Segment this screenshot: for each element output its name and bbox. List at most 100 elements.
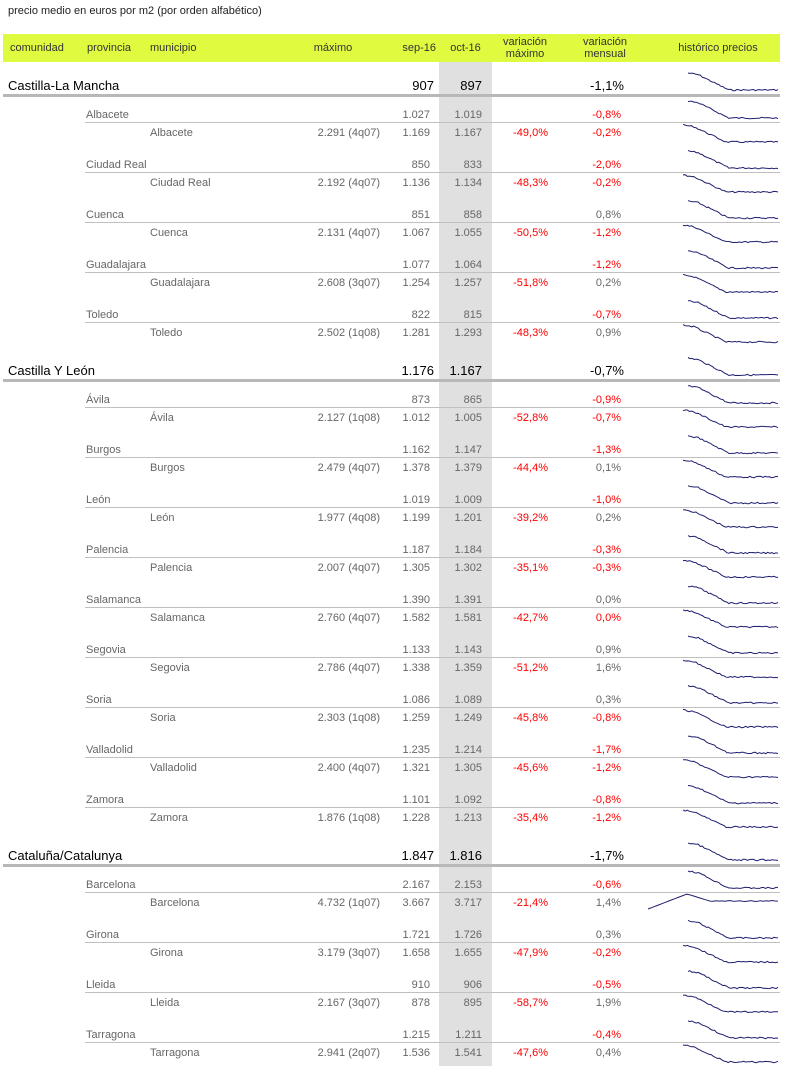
province-row: Barcelona 2.167 2.153 -0,6% bbox=[0, 867, 800, 893]
province-row: Ciudad Real 850 833 -2,0% bbox=[0, 147, 800, 173]
province-sep: 1.133 bbox=[402, 644, 430, 656]
province-mensual: 0,9% bbox=[595, 644, 621, 656]
province-name: León bbox=[86, 494, 111, 506]
municipio-maximo: 2.192 (4q07) bbox=[317, 177, 380, 189]
sparkline-line bbox=[687, 535, 779, 555]
header-provincia: provincia bbox=[87, 42, 132, 54]
header-variacion-mensual-line1: variación bbox=[582, 36, 628, 48]
municipio-maximo: 3.179 (3q07) bbox=[317, 947, 380, 959]
province-oct: 1.184 bbox=[454, 544, 482, 556]
province-oct: 2.153 bbox=[454, 879, 482, 891]
region-name: Castilla-La Mancha bbox=[8, 78, 120, 93]
municipio-maximo: 4.732 (1q07) bbox=[317, 897, 380, 909]
municipio-oct: 1.005 bbox=[454, 412, 482, 424]
municipio-var-max: -51,2% bbox=[513, 662, 548, 674]
price-history-sparkline bbox=[687, 635, 779, 655]
province-row: Ávila 873 865 -0,9% bbox=[0, 382, 800, 408]
sparkline-line bbox=[687, 785, 779, 805]
sparkline-line bbox=[688, 735, 779, 755]
municipio-var-max: -50,5% bbox=[513, 227, 548, 239]
header-variacion-maximo-line2: máximo bbox=[505, 48, 545, 60]
region-sep: 907 bbox=[412, 78, 434, 93]
province-sep: 1.077 bbox=[402, 259, 430, 271]
province-divider bbox=[85, 942, 780, 943]
header-variacion-mensual: variación mensual bbox=[570, 36, 640, 60]
province-sep: 1.215 bbox=[402, 1029, 430, 1041]
province-divider bbox=[85, 407, 780, 408]
municipio-maximo: 2.127 (1q08) bbox=[317, 412, 380, 424]
municipio-name: León bbox=[150, 512, 175, 524]
municipio-var-max: -47,6% bbox=[513, 1047, 548, 1059]
municipio-mensual: -1,2% bbox=[592, 812, 621, 824]
region-mensual: -1,7% bbox=[590, 848, 624, 863]
price-history-sparkline bbox=[687, 870, 779, 890]
municipio-var-max: -39,2% bbox=[513, 512, 548, 524]
province-mensual: -0,5% bbox=[592, 979, 621, 991]
price-history-sparkline bbox=[683, 759, 779, 779]
municipio-mensual: -0,3% bbox=[592, 562, 621, 574]
municipio-var-max: -48,3% bbox=[513, 327, 548, 339]
province-sep: 873 bbox=[411, 394, 430, 406]
sparkline-line bbox=[682, 609, 779, 629]
province-sep: 1.162 bbox=[402, 444, 430, 456]
price-history-sparkline bbox=[687, 100, 779, 120]
province-name: Ávila bbox=[86, 394, 110, 406]
municipio-mensual: 1,4% bbox=[595, 897, 621, 909]
province-row: Guadalajara 1.077 1.064 -1,2% bbox=[0, 247, 800, 273]
municipio-name: Ávila bbox=[150, 412, 174, 424]
province-row: Cuenca 851 858 0,8% bbox=[0, 197, 800, 223]
province-sep: 1.390 bbox=[402, 594, 430, 606]
municipio-var-max: -47,9% bbox=[513, 947, 548, 959]
header-variacion-maximo-line1: variación bbox=[502, 36, 548, 48]
municipio-mensual: -0,2% bbox=[592, 177, 621, 189]
province-oct: 1.147 bbox=[454, 444, 482, 456]
province-mensual: -0,8% bbox=[592, 109, 621, 121]
sparkline-line bbox=[687, 635, 779, 655]
sparkline-line bbox=[647, 893, 779, 910]
municipio-var-max: -45,6% bbox=[513, 762, 548, 774]
price-history-sparkline bbox=[687, 685, 779, 705]
page-title: precio medio en euros por m2 (por orden … bbox=[8, 5, 262, 17]
municipio-row: Ávila 2.127 (1q08) 1.012 1.005 -52,8% -0,7% bbox=[0, 408, 800, 432]
municipio-oct: 1.379 bbox=[454, 462, 482, 474]
municipio-sep: 1.281 bbox=[402, 327, 430, 339]
municipio-mensual: -0,2% bbox=[592, 127, 621, 139]
municipio-name: Toledo bbox=[150, 327, 183, 339]
province-name: Guadalajara bbox=[86, 259, 146, 271]
municipio-mensual: 0,1% bbox=[595, 462, 621, 474]
current-month-column-highlight bbox=[439, 62, 492, 1066]
region-name: Castilla Y León bbox=[8, 363, 95, 378]
province-mensual: 0,3% bbox=[595, 694, 621, 706]
municipio-mensual: -0,7% bbox=[592, 412, 621, 424]
province-name: Palencia bbox=[86, 544, 129, 556]
municipio-maximo: 2.303 (1q08) bbox=[317, 712, 380, 724]
municipio-sep: 1.199 bbox=[402, 512, 430, 524]
province-name: Toledo bbox=[86, 309, 119, 321]
price-history-sparkline bbox=[687, 149, 779, 170]
sparkline-line bbox=[687, 149, 779, 170]
province-mensual: -0,9% bbox=[592, 394, 621, 406]
header-oct: oct-16 bbox=[450, 42, 481, 54]
region-oct: 1.816 bbox=[449, 848, 482, 863]
province-row: Soria 1.086 1.089 0,3% bbox=[0, 682, 800, 708]
header-variacion-maximo: variación máximo bbox=[490, 36, 560, 60]
region-row: Cataluña/Catalunya 1.847 1.816 -1,7% bbox=[0, 832, 800, 867]
header-comunidad: comunidad bbox=[10, 42, 64, 54]
price-history-sparkline bbox=[687, 300, 779, 320]
municipio-name: Girona bbox=[150, 947, 184, 959]
region-mensual: -0,7% bbox=[590, 363, 624, 378]
region-sep: 1.847 bbox=[401, 848, 434, 863]
municipio-var-max: -58,7% bbox=[513, 997, 548, 1009]
region-row: Castilla Y León 1.176 1.167 -0,7% bbox=[0, 347, 800, 382]
price-history-sparkline bbox=[682, 459, 779, 479]
province-oct: 858 bbox=[463, 209, 482, 221]
province-mensual: -0,3% bbox=[592, 544, 621, 556]
province-row: Burgos 1.162 1.147 -1,3% bbox=[0, 432, 800, 458]
province-mensual: 0,8% bbox=[595, 209, 621, 221]
price-history-sparkline bbox=[687, 357, 779, 377]
sparkline-line bbox=[682, 559, 779, 579]
region-oct: 1.167 bbox=[449, 363, 482, 378]
price-history-sparkline bbox=[682, 123, 779, 144]
municipio-var-max: -48,3% bbox=[513, 177, 548, 189]
